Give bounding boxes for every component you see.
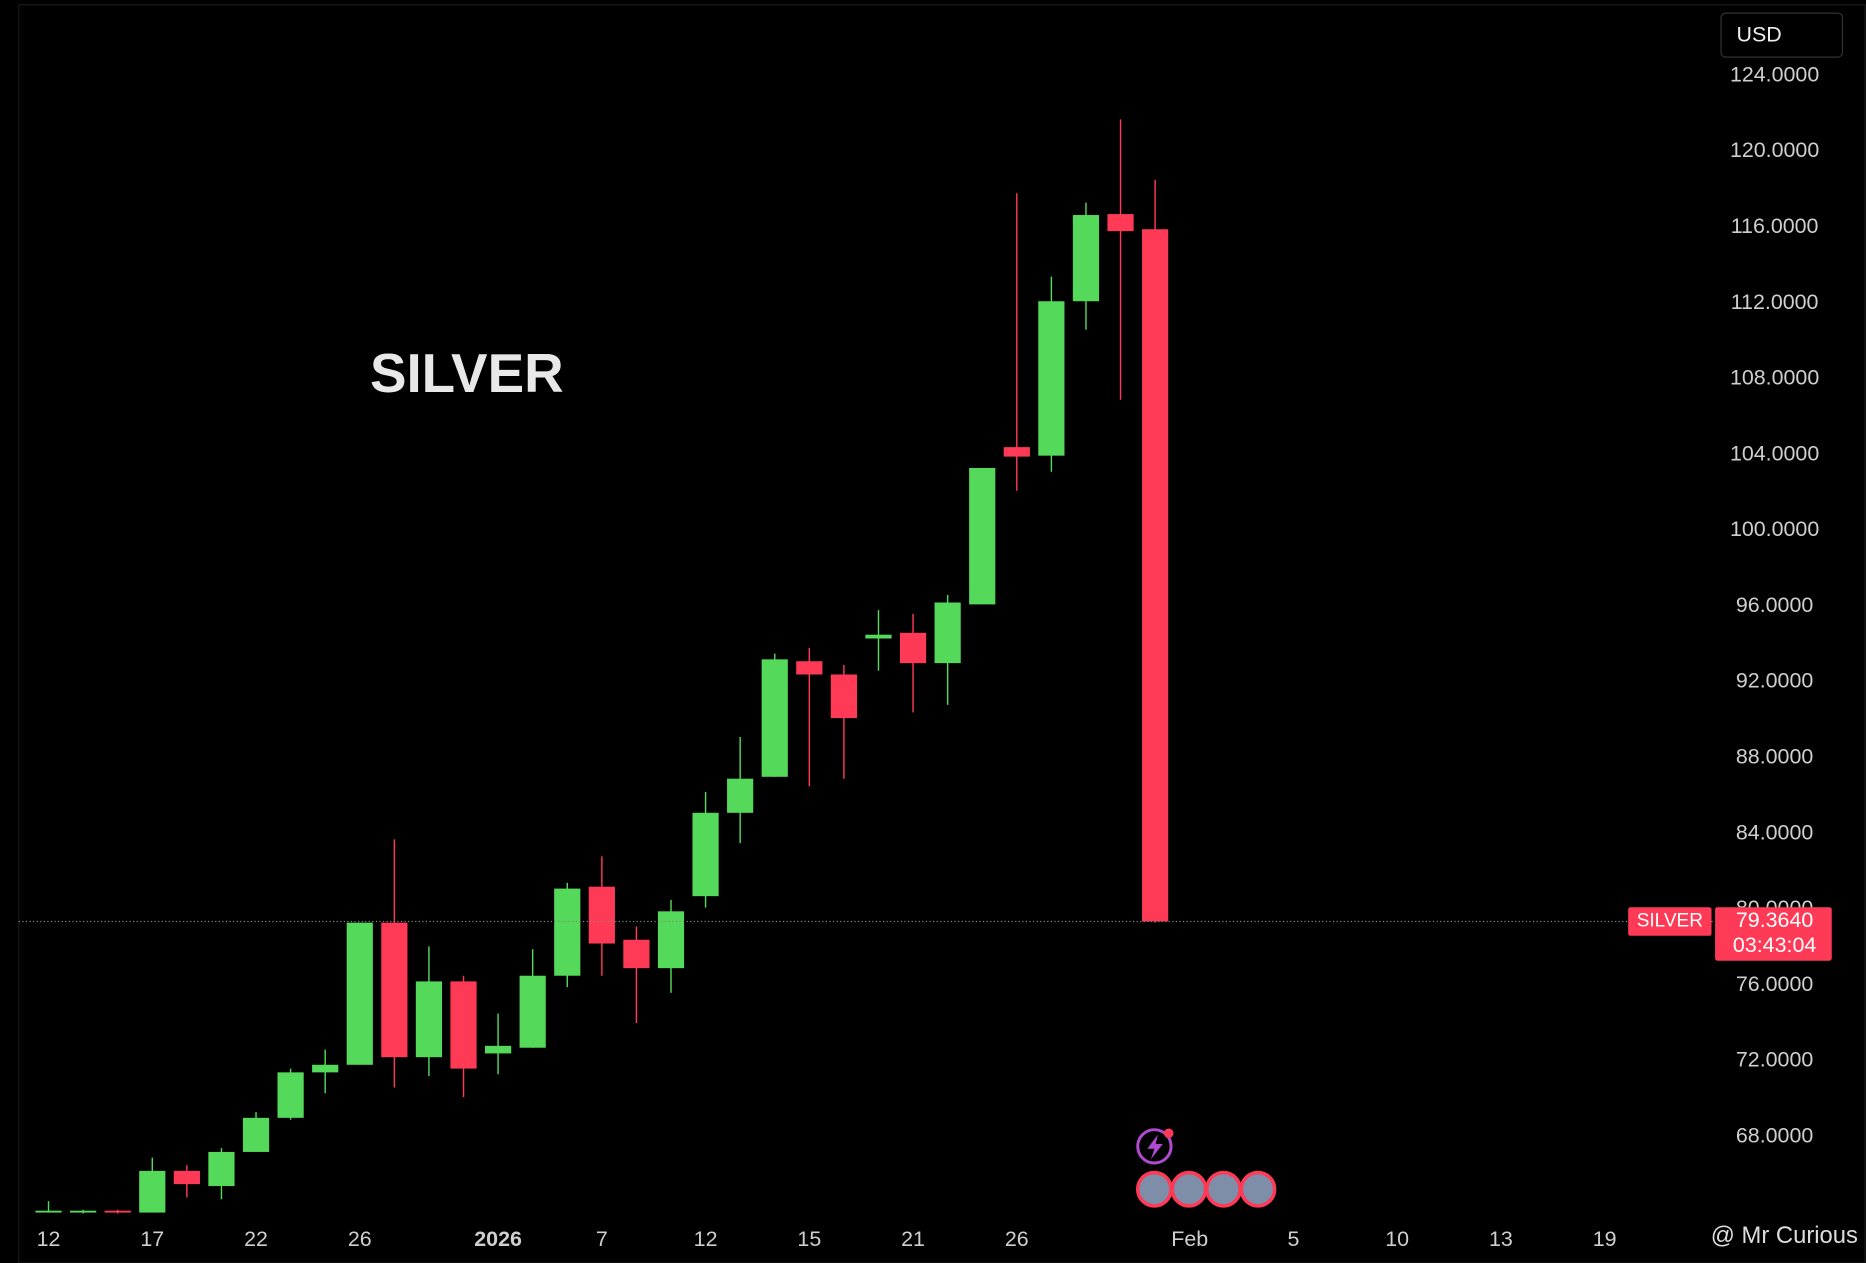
countdown: 03:43:04 [1733, 933, 1816, 957]
x-tick-label: 12 [37, 1227, 61, 1251]
price-tag [1715, 907, 1832, 961]
y-tick-label: 88.0000 [1736, 745, 1813, 769]
event-icon[interactable] [1239, 1170, 1277, 1208]
y-tick-label: 120.0000 [1730, 138, 1819, 162]
x-tick-label: 19 [1593, 1227, 1617, 1251]
y-tick-label: 76.0000 [1736, 972, 1813, 996]
x-tick-label: 21 [901, 1227, 925, 1251]
candle-body [381, 922, 408, 1058]
x-tick-label: 12 [694, 1227, 718, 1251]
x-tick-label: 10 [1385, 1227, 1409, 1251]
x-tick-label: 17 [140, 1227, 164, 1251]
candle-body [277, 1072, 304, 1118]
plot: 68.000072.000076.000080.000084.000088.00… [35, 62, 1819, 1251]
candle-body [1038, 301, 1065, 456]
y-tick-label: 68.0000 [1736, 1123, 1813, 1147]
x-tick-label: 15 [797, 1227, 821, 1251]
y-tick-label: 104.0000 [1730, 441, 1819, 465]
x-tick-label: 2026 [474, 1227, 522, 1251]
y-tick-label: 112.0000 [1731, 290, 1819, 314]
candle-body [969, 467, 996, 605]
chart-title: SILVER [370, 342, 564, 404]
candle-body [657, 911, 685, 969]
event-icon-glyph [1147, 1134, 1163, 1160]
candle-body [692, 812, 719, 897]
candle-body [242, 1117, 270, 1152]
candle-body [554, 888, 581, 976]
candle-body [588, 886, 615, 944]
candle-body [104, 1210, 131, 1213]
y-tick-label: 72.0000 [1736, 1048, 1813, 1072]
currency-label[interactable]: USD [1737, 22, 1782, 46]
candle-body [1003, 447, 1030, 457]
x-tick-label: 22 [244, 1227, 268, 1251]
y-tick-label: 116.0000 [1731, 214, 1819, 238]
x-tick-label: 26 [348, 1227, 372, 1251]
symbol-tag [1628, 907, 1712, 936]
y-tick-label: 96.0000 [1736, 593, 1813, 617]
watermark: @ Mr Curious [1711, 1222, 1858, 1249]
event-icon[interactable] [1170, 1170, 1208, 1208]
candle-body [761, 659, 788, 777]
candle-body [35, 1210, 62, 1213]
candle-body [1107, 214, 1134, 232]
candle-body [934, 602, 961, 664]
candle-body [139, 1170, 166, 1213]
y-tick-label: 100.0000 [1730, 517, 1819, 541]
x-tick-label: Feb [1171, 1227, 1208, 1251]
y-tick-label: 108.0000 [1730, 366, 1819, 390]
candle-body [865, 634, 892, 639]
y-tick-label: 84.0000 [1736, 820, 1813, 844]
currency-button[interactable]: USD [1720, 12, 1844, 58]
candle-body [173, 1170, 200, 1185]
x-tick-label: 7 [596, 1227, 608, 1251]
candle-body [623, 939, 650, 969]
candle-body [450, 981, 477, 1069]
candle-body [796, 661, 823, 675]
candle-body [727, 778, 754, 813]
frame [18, 4, 1866, 1263]
event-icon[interactable] [1205, 1170, 1242, 1208]
currency-box[interactable] [1720, 12, 1844, 58]
candle-body [830, 674, 857, 719]
symbol-tag-label: SILVER [1637, 911, 1703, 932]
event-icon[interactable] [1135, 1170, 1173, 1208]
candle-body [415, 981, 443, 1058]
x-tick-label: 5 [1287, 1227, 1299, 1251]
price-tag-label: 79.3640 [1736, 908, 1813, 932]
candle-body [484, 1045, 512, 1054]
event-dot [1163, 1128, 1174, 1139]
candle-body [1072, 215, 1100, 302]
y-tick-label: 92.0000 [1736, 669, 1813, 693]
candle-body [208, 1151, 235, 1187]
candle-body [1142, 229, 1169, 922]
candle-body [70, 1210, 97, 1213]
candle-body [312, 1064, 339, 1073]
x-tick-label: 26 [1005, 1227, 1029, 1251]
y-tick-label: 124.0000 [1730, 62, 1819, 86]
x-tick-label: 13 [1489, 1227, 1513, 1251]
candle-body [519, 975, 546, 1048]
candle-body [346, 922, 373, 1065]
candle-body [899, 632, 927, 664]
event-icons[interactable] [1135, 1128, 1277, 1208]
